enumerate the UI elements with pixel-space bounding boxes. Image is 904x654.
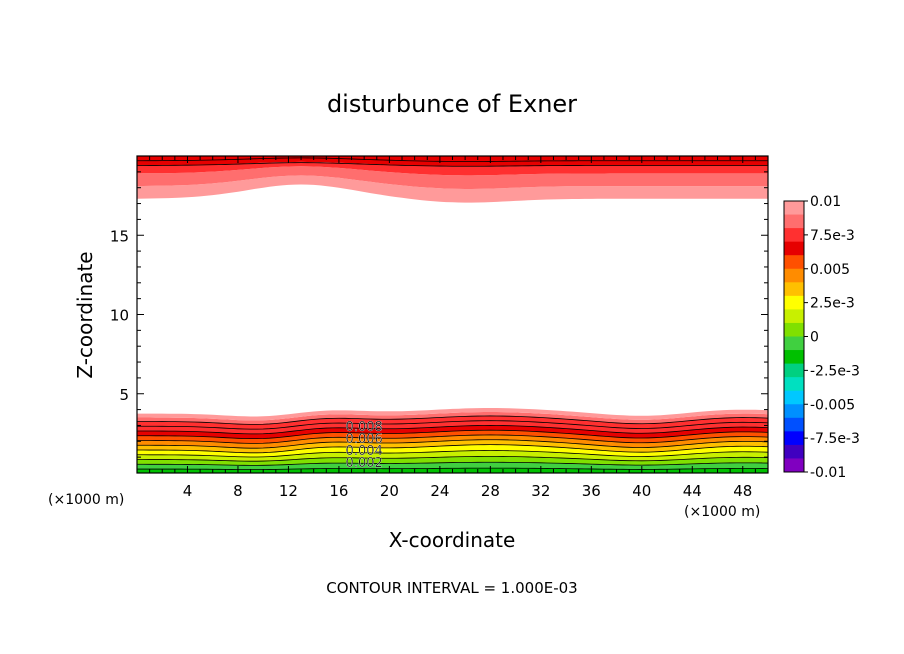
colorbar-swatch — [784, 241, 804, 256]
colorbar-swatch — [784, 417, 804, 432]
contour-line — [137, 415, 768, 425]
contour-band-bottom — [137, 408, 768, 421]
contour-line — [137, 157, 768, 162]
contour-line — [137, 455, 768, 462]
contour-line — [137, 425, 768, 435]
contour-band-top — [137, 166, 768, 189]
colorbar-label: 7.5e-3 — [810, 228, 855, 244]
colorbar-label: 0 — [810, 330, 819, 346]
colorbar-swatch — [784, 255, 804, 270]
colorbar-swatch — [784, 322, 804, 337]
contour-line — [137, 444, 768, 454]
colorbar-swatch — [784, 404, 804, 419]
x-tick-label: 20 — [380, 482, 399, 500]
colorbar-swatch — [784, 336, 804, 351]
x-tick-label: 4 — [183, 482, 193, 500]
contour-line-layer — [137, 157, 768, 470]
colorbar-label: 0.01 — [810, 194, 841, 210]
x-tick-label: 8 — [233, 482, 243, 500]
contour-band-bottom — [137, 450, 768, 462]
y-tick-labels: 5 10 15 — [110, 227, 129, 404]
y-unit-label: (×1000 m) — [48, 492, 124, 508]
colorbar-label: 0.005 — [810, 262, 850, 278]
colorbar-label: 2.5e-3 — [810, 296, 855, 312]
colorbar-swatch — [784, 282, 804, 297]
x-tick-label: 24 — [430, 482, 449, 500]
x-axis-label: X-coordinate — [389, 528, 516, 552]
colorbar-label: -2.5e-3 — [810, 363, 860, 379]
contour-line — [137, 429, 768, 440]
x-tick-label: 44 — [683, 482, 702, 500]
colorbar-labels: 0.01 7.5e-3 0.005 2.5e-3 0 -2.5e-3 -0.005 -7.5e… — [810, 194, 860, 481]
contour-interval-note: CONTOUR INTERVAL = 1.000E-03 — [326, 579, 577, 597]
contour-band-top — [137, 175, 768, 203]
contour-label: 0.008 — [346, 420, 383, 435]
contour-label: 0.004 — [346, 444, 383, 459]
colorbar-swatch — [784, 295, 804, 310]
contour-line — [137, 162, 768, 167]
colorbar-swatch — [784, 377, 804, 392]
contour-line — [137, 467, 768, 470]
colorbar-label: -0.01 — [810, 465, 846, 481]
y-axis-label: Z-coordinate — [73, 251, 97, 378]
y-tick-label: 15 — [110, 227, 129, 245]
colorbar-swatch — [784, 390, 804, 405]
colorbar-swatch — [784, 458, 804, 473]
colorbar-swatch — [784, 444, 804, 459]
colorbar-swatch — [784, 363, 804, 378]
colorbar-swatch — [784, 268, 804, 283]
x-tick-label: 12 — [279, 482, 298, 500]
colorbar-swatch — [784, 228, 804, 243]
contour-line — [137, 450, 768, 458]
contour-band-bottom — [137, 439, 768, 453]
colorbar-label: -0.005 — [810, 397, 855, 413]
x-tick-labels: 4 8 12 16 20 24 28 32 36 40 44 48 — [183, 482, 753, 500]
y-tick-label: 10 — [110, 307, 129, 325]
colorbar-swatch — [784, 309, 804, 324]
contour-line — [137, 434, 768, 444]
x-unit-label: (×1000 m) — [684, 504, 760, 520]
x-tick-label: 48 — [733, 482, 752, 500]
colorbar — [783, 200, 808, 473]
colorbar-swatch — [784, 214, 804, 229]
colorbar-swatch — [784, 201, 804, 216]
x-tick-label: 28 — [481, 482, 500, 500]
contour-line — [137, 461, 768, 466]
colorbar-label: -7.5e-3 — [810, 431, 860, 447]
contour-band-top — [137, 161, 768, 176]
x-tick-label: 36 — [582, 482, 601, 500]
contour-band-bottom — [137, 456, 768, 466]
contour-band-bottom — [137, 462, 768, 470]
chart-title: disturbunce of Exner — [327, 90, 577, 118]
contour-label: 0.002 — [346, 456, 383, 471]
x-tick-label: 32 — [531, 482, 550, 500]
x-tick-label: 16 — [329, 482, 348, 500]
contour-line — [137, 420, 768, 430]
contour-line — [137, 439, 768, 449]
axis-ticks — [136, 155, 769, 474]
contour-label: 0.006 — [346, 432, 383, 447]
colorbar-swatch — [784, 350, 804, 365]
x-tick-label: 40 — [632, 482, 651, 500]
y-tick-label: 5 — [119, 386, 129, 404]
colorbar-swatch — [784, 431, 804, 446]
